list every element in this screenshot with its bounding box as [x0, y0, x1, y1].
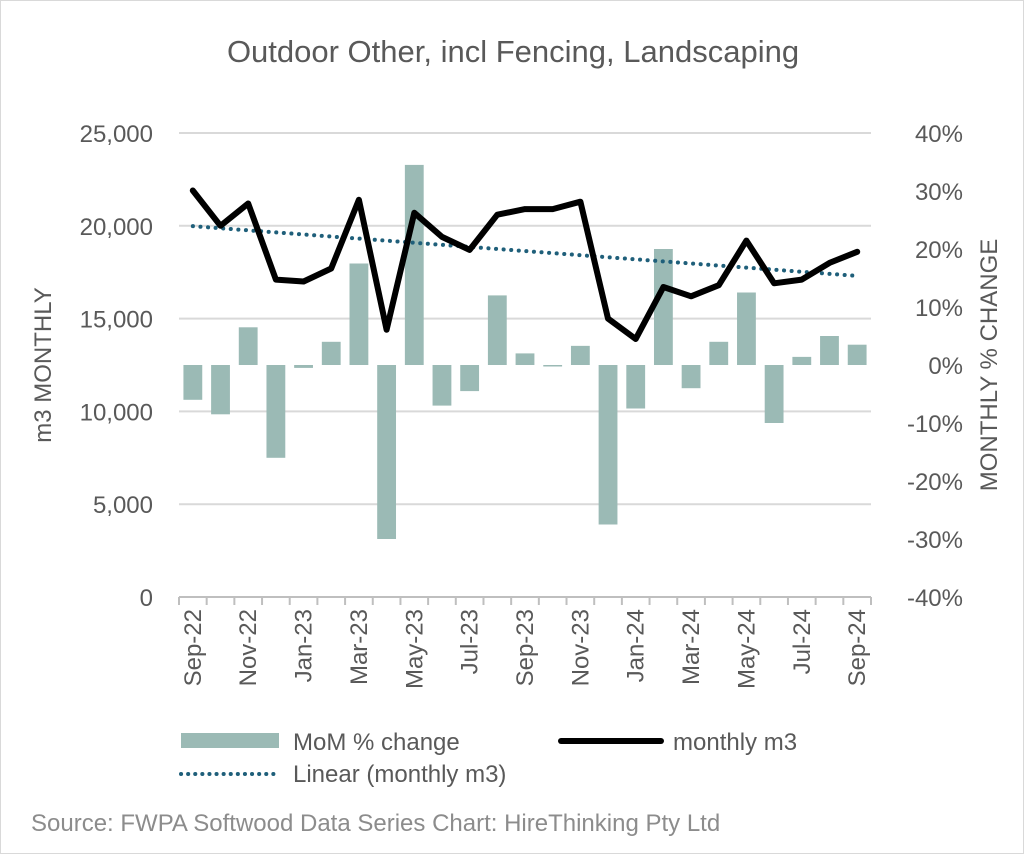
line-point	[856, 251, 858, 253]
trendline-linear	[190, 224, 860, 278]
line-point	[413, 212, 415, 214]
legend-swatch-bar	[181, 733, 279, 748]
line-point	[718, 284, 720, 286]
line-point	[690, 295, 692, 297]
y-right-tick-label: -30%	[907, 527, 963, 554]
y-right-tick-label: -40%	[907, 585, 963, 612]
bar-mom-change	[321, 341, 341, 365]
bar-mom-change	[404, 164, 424, 365]
line-series	[189, 187, 861, 342]
line-point	[275, 279, 277, 281]
bar-mom-change	[543, 365, 563, 367]
chart-title: Outdoor Other, incl Fencing, Landscaping	[227, 34, 799, 69]
bar-mom-change	[570, 345, 590, 365]
x-axis-ticks: Sep-22 Nov-22 Jan-23 Mar-23 May-23 Jul-23 Sep-…	[180, 609, 871, 689]
bar-mom-change	[432, 365, 452, 406]
y-right-tick-label: -10%	[907, 411, 963, 438]
line-point	[773, 282, 775, 284]
line-point	[441, 236, 443, 238]
line-point	[303, 280, 305, 282]
x-tick-label: Mar-23	[346, 609, 373, 685]
line-point	[607, 318, 609, 320]
bar-mom-change	[183, 365, 203, 400]
x-tick-label: Jul-24	[789, 609, 816, 674]
line-monthly-m3	[189, 187, 861, 342]
bar-mom-change	[211, 365, 230, 415]
trendline-series	[190, 224, 860, 278]
y-axis-left-ticks: 0 5,000 10,000 15,000 20,000 25,000	[80, 121, 153, 612]
legend-label-linear: Linear (monthly m3)	[293, 761, 506, 788]
x-tick-label: Sep-23	[512, 609, 539, 686]
line-point	[192, 190, 194, 192]
line-point	[552, 208, 554, 210]
x-tick-label: Jan-23	[291, 609, 318, 682]
legend-label-monthly: monthly m3	[673, 729, 797, 756]
bar-mom-change	[626, 365, 646, 409]
y-right-tick-label: 40%	[915, 121, 963, 148]
line-point	[801, 279, 803, 281]
y-left-tick-label: 20,000	[80, 214, 153, 241]
x-tick-label: Sep-24	[844, 609, 871, 686]
line-point	[247, 203, 249, 205]
bar-mom-change	[737, 292, 756, 365]
x-tick-label: Nov-22	[235, 609, 262, 686]
y-right-tick-label: 20%	[915, 237, 963, 264]
bar-mom-change	[487, 295, 507, 365]
bar-mom-change	[266, 365, 286, 458]
y-axis-right-label: MONTHLY % CHANGE	[976, 239, 1003, 491]
x-tick-label: Jan-24	[623, 609, 650, 682]
x-tick-label: Sep-22	[180, 609, 207, 686]
line-point	[386, 329, 388, 331]
bar-mom-change	[681, 365, 701, 389]
bar-mom-change	[349, 263, 369, 365]
line-point	[220, 225, 222, 227]
bar-mom-change	[238, 327, 258, 365]
bar-mom-change	[820, 336, 839, 365]
x-tick-label: Nov-23	[567, 609, 594, 686]
bar-mom-change	[598, 365, 618, 525]
bar-mom-change	[377, 365, 397, 539]
bar-mom-change	[792, 356, 812, 365]
bar-series	[183, 164, 867, 539]
line-point	[579, 201, 581, 203]
legend-label-mom: MoM % change	[293, 729, 460, 756]
y-right-tick-label: 30%	[915, 179, 963, 206]
x-tick-label: Mar-24	[678, 609, 705, 685]
bar-mom-change	[653, 249, 673, 365]
line-point	[745, 240, 747, 242]
gridlines	[179, 132, 871, 506]
y-left-tick-label: 25,000	[80, 121, 153, 148]
y-left-tick-label: 15,000	[80, 307, 153, 334]
x-tick-label: May-24	[733, 609, 760, 689]
line-point	[358, 199, 360, 201]
x-axis-line	[178, 596, 872, 605]
y-axis-left-label: m3 MONTHLY	[30, 287, 57, 443]
bar-mom-change	[764, 365, 784, 423]
x-tick-label: Jul-23	[457, 609, 484, 674]
y-left-tick-label: 10,000	[80, 399, 153, 426]
legend: MoM % change monthly m3 Linear (monthly …	[179, 729, 797, 788]
y-right-tick-label: 10%	[915, 295, 963, 322]
bar-mom-change	[847, 344, 867, 365]
line-point	[496, 214, 498, 216]
line-point	[635, 338, 637, 340]
line-point	[662, 286, 664, 288]
y-right-tick-label: 0%	[928, 353, 963, 380]
y-axis-right-ticks: -40% -30% -20% -10% 0% 10% 20% 30% 40%	[907, 121, 963, 612]
line-point	[828, 262, 830, 264]
y-left-tick-label: 5,000	[93, 492, 153, 519]
bar-mom-change	[460, 365, 480, 392]
bar-mom-change	[294, 365, 313, 368]
x-tick-label: May-23	[401, 609, 428, 689]
line-point	[524, 208, 526, 210]
y-right-tick-label: -20%	[907, 469, 963, 496]
bar-mom-change	[515, 353, 535, 365]
line-point	[330, 267, 332, 269]
source-note: Source: FWPA Softwood Data Series Chart:…	[31, 810, 720, 837]
y-left-tick-label: 0	[140, 585, 153, 612]
bar-mom-change	[709, 341, 729, 365]
line-point	[469, 249, 471, 251]
